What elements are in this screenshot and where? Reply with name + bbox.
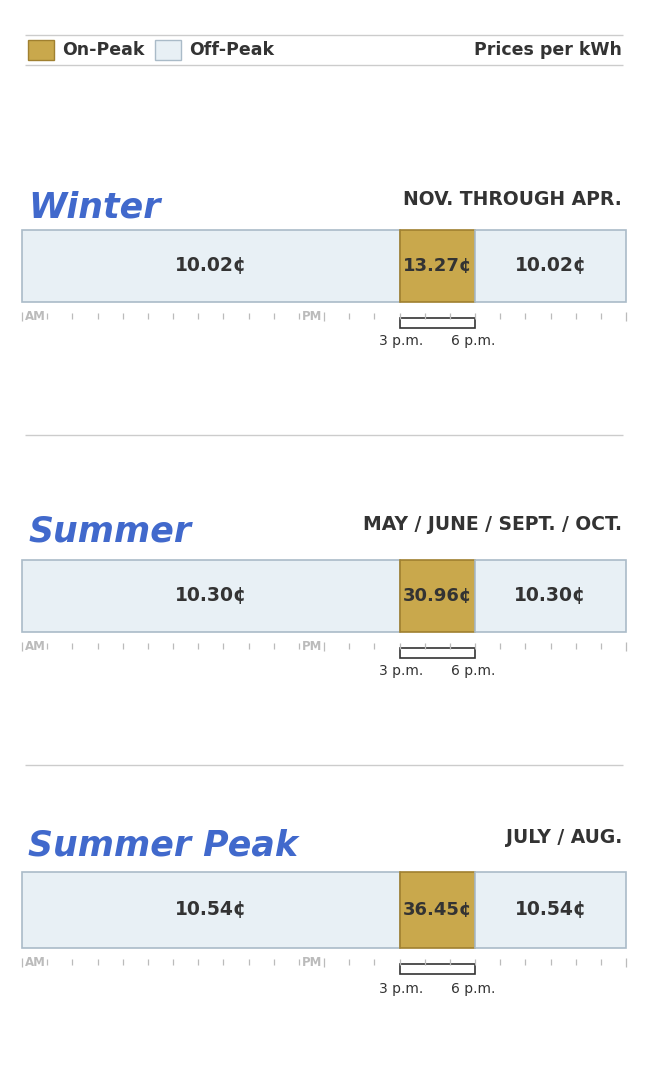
Text: 6 p.m.: 6 p.m. (451, 664, 495, 678)
Text: 6 p.m.: 6 p.m. (451, 334, 495, 348)
Text: NOV. THROUGH APR.: NOV. THROUGH APR. (403, 190, 622, 209)
Text: PM: PM (301, 956, 322, 968)
Text: 10.02¢: 10.02¢ (515, 257, 586, 275)
Text: Summer Peak: Summer Peak (28, 828, 298, 862)
Bar (22, 560, 400, 632)
Text: AM: AM (25, 640, 46, 653)
Text: 10.54¢: 10.54¢ (175, 901, 247, 919)
Text: 3 p.m.: 3 p.m. (379, 664, 424, 678)
Text: 10.54¢: 10.54¢ (515, 901, 586, 919)
Text: 13.27¢: 13.27¢ (402, 257, 472, 275)
Bar (400, 648, 475, 658)
Text: 10.30¢: 10.30¢ (515, 586, 586, 606)
Bar (475, 560, 626, 632)
Text: Prices per kWh: Prices per kWh (474, 41, 622, 59)
Bar (22, 230, 400, 302)
Text: 10.02¢: 10.02¢ (175, 257, 247, 275)
Text: JULY / AUG.: JULY / AUG. (505, 828, 622, 847)
Text: 30.96¢: 30.96¢ (402, 587, 472, 605)
Bar (400, 964, 475, 974)
Text: Off-Peak: Off-Peak (189, 41, 274, 59)
Bar (400, 318, 475, 328)
Text: MAY / JUNE / SEPT. / OCT.: MAY / JUNE / SEPT. / OCT. (363, 515, 622, 534)
Text: 6 p.m.: 6 p.m. (451, 982, 495, 996)
Bar (475, 230, 626, 302)
Bar (475, 872, 626, 948)
Text: 3 p.m.: 3 p.m. (379, 982, 424, 996)
Text: AM: AM (25, 309, 46, 322)
Bar (400, 560, 475, 632)
Text: PM: PM (301, 309, 322, 322)
Text: 3 p.m.: 3 p.m. (379, 334, 424, 348)
Text: Summer: Summer (28, 515, 191, 549)
Text: AM: AM (25, 956, 46, 968)
Text: On-Peak: On-Peak (62, 41, 145, 59)
Bar (22, 872, 400, 948)
Text: Winter: Winter (28, 190, 160, 224)
Text: PM: PM (301, 640, 322, 653)
Bar (155, 40, 181, 60)
Bar (400, 230, 475, 302)
Text: 36.45¢: 36.45¢ (402, 901, 472, 919)
Text: 10.30¢: 10.30¢ (175, 586, 247, 606)
Bar (400, 872, 475, 948)
Bar (28, 40, 54, 60)
